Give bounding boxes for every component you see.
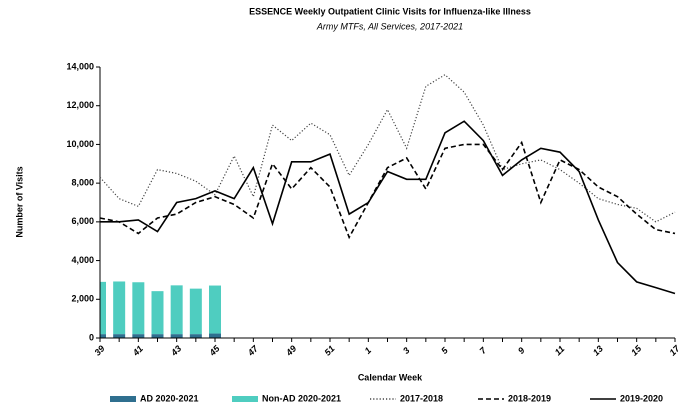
x-tick-label: 3: [401, 345, 412, 356]
x-tick-label: 11: [553, 344, 567, 358]
y-tick-label: 0: [89, 332, 94, 342]
bar: [100, 334, 106, 338]
x-tick-label: 5: [439, 345, 450, 356]
y-axis-label: Number of Visits: [14, 166, 24, 237]
chart-subtitle: Army MTFs, All Services, 2017-2021: [316, 21, 463, 31]
x-tick-label: 47: [245, 343, 261, 359]
bar: [113, 334, 126, 338]
x-tick-label: 41: [130, 343, 145, 358]
x-axis-label: Calendar Week: [358, 372, 423, 382]
chart-title: ESSENCE Weekly Outpatient Clinic Visits …: [249, 6, 531, 16]
line-series: [100, 120, 676, 295]
x-tick-label: 51: [322, 343, 336, 357]
x-tick-label: 43: [168, 343, 183, 358]
x-tick-label: 49: [283, 343, 298, 358]
y-tick-label: 6,000: [71, 216, 94, 226]
bar: [151, 291, 164, 335]
line-series: [99, 140, 676, 240]
x-tick-label: 13: [591, 343, 605, 357]
bar: [170, 334, 183, 338]
y-tick-label: 14,000: [66, 61, 94, 71]
y-tick-label: 12,000: [66, 100, 94, 110]
bar: [209, 333, 221, 338]
bar: [209, 285, 221, 334]
x-tick-label: 17: [667, 343, 682, 358]
y-tick-label: 2,000: [71, 294, 94, 304]
x-tick-label: 9: [516, 345, 527, 356]
bar: [113, 281, 126, 335]
y-tick-label: 10,000: [66, 139, 94, 149]
legend-label: 2019-2020: [620, 393, 663, 403]
x-tick-label: 7: [478, 345, 489, 356]
x-tick-label: 39: [92, 343, 106, 357]
x-tick-label: 1: [363, 345, 374, 356]
x-tick-label: 15: [629, 343, 644, 358]
bar: [189, 288, 202, 335]
y-tick-label: 8,000: [71, 178, 94, 188]
bar: [132, 334, 145, 338]
legend-label: 2018-2019: [508, 393, 551, 403]
bar: [189, 334, 202, 338]
bar: [151, 334, 164, 338]
legend-swatch: [232, 396, 258, 402]
bar: [170, 285, 183, 335]
legend-label: 2017-2018: [400, 393, 443, 403]
bar: [100, 281, 106, 335]
legend-swatch: [110, 396, 136, 402]
bar: [132, 282, 145, 335]
legend-label: Non-AD 2020-2021: [262, 393, 341, 403]
y-tick-label: 4,000: [71, 255, 94, 265]
bars: [100, 281, 221, 338]
legend-label: AD 2020-2021: [140, 393, 199, 403]
x-tick-label: 45: [207, 343, 223, 359]
